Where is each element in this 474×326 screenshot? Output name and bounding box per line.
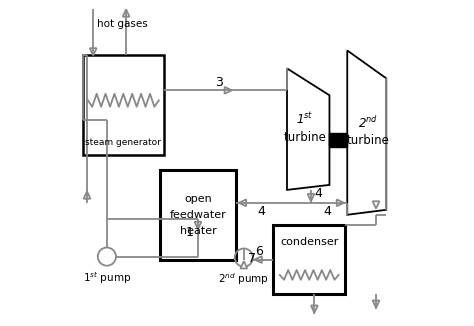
Polygon shape — [308, 194, 314, 201]
Text: 6: 6 — [255, 245, 263, 258]
Text: 2$^{nd}$ pump: 2$^{nd}$ pump — [219, 271, 269, 287]
Text: feedwater: feedwater — [170, 210, 227, 220]
Polygon shape — [240, 261, 247, 269]
Polygon shape — [347, 51, 386, 215]
Bar — [83, 55, 164, 155]
Text: 4: 4 — [324, 205, 332, 218]
Bar — [160, 170, 236, 259]
Polygon shape — [373, 301, 379, 308]
Text: condenser: condenser — [280, 237, 338, 247]
Polygon shape — [90, 48, 97, 55]
Polygon shape — [311, 305, 318, 313]
Text: 1$^{st}$ pump: 1$^{st}$ pump — [83, 270, 131, 286]
Polygon shape — [255, 256, 262, 263]
Polygon shape — [239, 200, 246, 206]
Text: turbine: turbine — [283, 131, 327, 144]
Polygon shape — [83, 191, 91, 199]
Text: 4: 4 — [314, 186, 322, 200]
Text: 4: 4 — [258, 205, 265, 218]
Text: turbine: turbine — [347, 134, 390, 147]
Text: open: open — [184, 194, 212, 203]
Text: hot gases: hot gases — [97, 19, 148, 29]
Polygon shape — [337, 200, 344, 206]
Text: 3: 3 — [215, 76, 223, 89]
Polygon shape — [225, 87, 232, 94]
Bar — [273, 225, 345, 294]
Text: 1$^{st}$: 1$^{st}$ — [296, 111, 314, 127]
Text: 7: 7 — [248, 252, 256, 265]
Text: steam generator: steam generator — [85, 138, 161, 147]
Text: 1: 1 — [186, 226, 194, 239]
Bar — [329, 133, 347, 147]
Polygon shape — [194, 222, 201, 229]
Polygon shape — [287, 68, 329, 190]
Polygon shape — [123, 9, 129, 17]
Text: heater: heater — [180, 226, 216, 236]
Polygon shape — [373, 201, 379, 209]
Text: 2$^{nd}$: 2$^{nd}$ — [358, 115, 378, 131]
